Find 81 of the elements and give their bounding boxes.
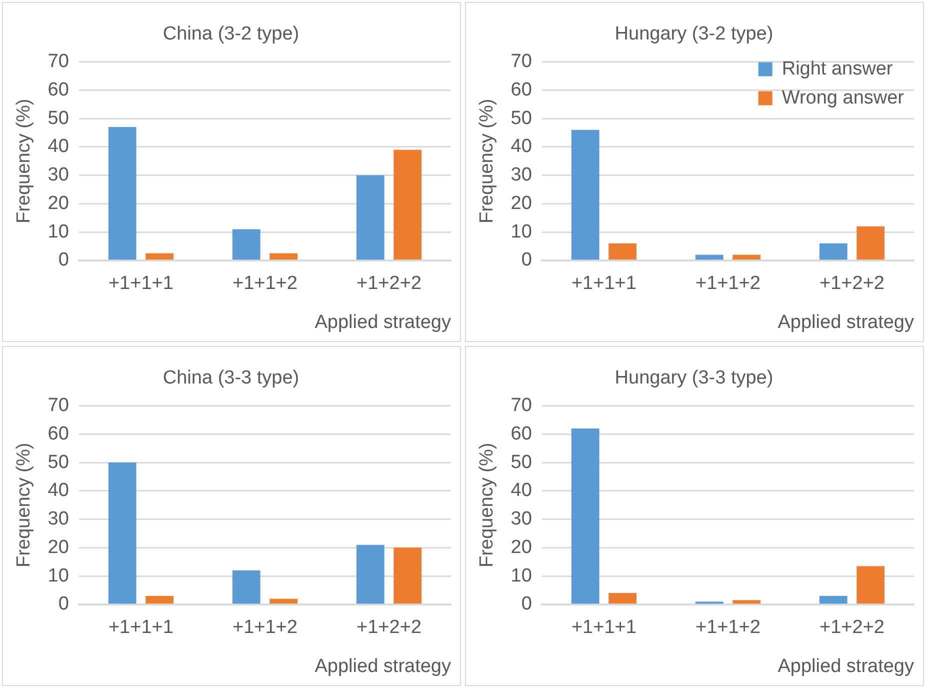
x-tick-label: +1+2+2: [356, 273, 422, 294]
x-axis-title: Applied strategy: [778, 312, 914, 333]
x-tick-label: +1+1+2: [695, 617, 760, 638]
bar: [356, 175, 384, 260]
bar: [108, 127, 136, 260]
y-tick-label: 30: [48, 164, 69, 186]
y-tick-label: 10: [510, 565, 532, 586]
y-tick-label: 40: [48, 480, 69, 502]
y-tick-label: 50: [48, 108, 69, 129]
y-tick-label: 60: [510, 79, 532, 100]
chart-title: Hungary (3-2 type): [614, 24, 774, 45]
x-tick-label: +1+1+1: [571, 617, 636, 638]
bar: [571, 130, 600, 260]
x-tick-label: +1+1+1: [108, 617, 174, 638]
bar: [146, 596, 174, 604]
y-tick-label: 0: [58, 250, 69, 271]
bar: [856, 566, 885, 604]
y-axis-title: Frequency (%): [14, 442, 35, 568]
y-tick-label: 0: [521, 594, 532, 615]
y-tick-label: 50: [510, 452, 532, 473]
x-tick-label: +1+1+2: [232, 617, 298, 638]
legend-label: Right answer: [782, 58, 894, 80]
bar: [819, 596, 848, 604]
bar: [232, 229, 260, 260]
bar: [856, 226, 885, 260]
legend-label: Wrong answer: [782, 88, 905, 109]
bar: [819, 243, 848, 260]
bar: [732, 600, 761, 604]
y-tick-label: 60: [48, 423, 69, 444]
x-tick-label: +1+2+2: [819, 617, 884, 638]
y-tick-label: 20: [48, 192, 69, 214]
y-tick-label: 60: [48, 79, 69, 100]
y-tick-label: 30: [510, 508, 532, 530]
y-tick-label: 50: [510, 108, 532, 129]
bar: [356, 544, 384, 604]
bar: [394, 150, 422, 260]
y-axis-title: Frequency (%): [476, 442, 498, 568]
y-tick-label: 30: [510, 164, 532, 186]
bar: [571, 428, 600, 604]
bar: [732, 254, 761, 260]
x-axis-title: Applied strategy: [314, 312, 452, 333]
y-tick-label: 20: [48, 536, 69, 558]
y-tick-label: 10: [510, 221, 532, 242]
x-axis-title: Applied strategy: [778, 656, 914, 677]
chart-title: China (3-2 type): [162, 24, 300, 45]
y-tick-label: 70: [48, 51, 69, 72]
bar: [270, 253, 298, 260]
bar: [608, 243, 636, 260]
y-tick-label: 60: [510, 423, 532, 444]
y-axis-title: Frequency (%): [14, 98, 35, 224]
y-tick-label: 40: [48, 136, 69, 158]
y-tick-label: 10: [48, 221, 69, 242]
y-tick-label: 20: [510, 536, 532, 558]
bar: [232, 570, 260, 604]
bar: [608, 593, 636, 604]
y-tick-label: 20: [510, 192, 532, 214]
x-tick-label: +1+1+1: [571, 273, 636, 294]
bar: [146, 253, 174, 260]
x-axis-title: Applied strategy: [314, 656, 452, 677]
x-tick-label: +1+1+2: [232, 273, 298, 294]
y-tick-label: 70: [510, 395, 532, 416]
x-tick-label: +1+2+2: [819, 273, 884, 294]
y-tick-label: 70: [510, 51, 532, 72]
chart-title: Hungary (3-3 type): [614, 368, 774, 389]
y-tick-label: 0: [58, 594, 69, 615]
bar: [695, 254, 724, 260]
y-tick-label: 50: [48, 452, 69, 473]
x-tick-label: +1+2+2: [356, 617, 422, 638]
x-tick-label: +1+1+2: [695, 273, 760, 294]
y-tick-label: 10: [48, 565, 69, 586]
bar: [270, 598, 298, 604]
y-tick-label: 40: [510, 480, 532, 502]
y-tick-label: 70: [48, 395, 69, 416]
y-axis-title: Frequency (%): [476, 98, 498, 224]
y-tick-label: 0: [521, 250, 532, 271]
y-tick-label: 30: [48, 508, 69, 530]
bar: [108, 462, 136, 604]
chart-title: China (3-3 type): [162, 368, 300, 389]
bar: [394, 548, 422, 604]
y-tick-label: 40: [510, 136, 532, 158]
x-tick-label: +1+1+1: [108, 273, 174, 294]
